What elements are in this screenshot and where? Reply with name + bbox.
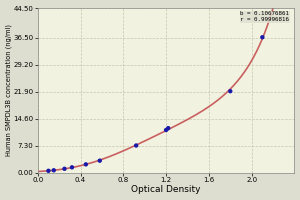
Point (62, 167, 67, 170)
Point (70, 166, 74, 169)
Y-axis label: Human SMPDL3B concentration (ng/ml): Human SMPDL3B concentration (ng/ml) (6, 24, 12, 156)
Point (46, 169, 51, 172)
Point (98, 159, 102, 162)
Point (83, 163, 88, 166)
Point (164, 128, 169, 132)
Point (51, 169, 56, 172)
Point (166, 127, 171, 130)
X-axis label: Optical Density: Optical Density (131, 185, 201, 194)
Point (260, 36, 265, 39)
Point (134, 144, 139, 147)
Text: b = 0.10676861
r = 0.99996816: b = 0.10676861 r = 0.99996816 (240, 11, 289, 22)
Point (228, 90, 233, 93)
